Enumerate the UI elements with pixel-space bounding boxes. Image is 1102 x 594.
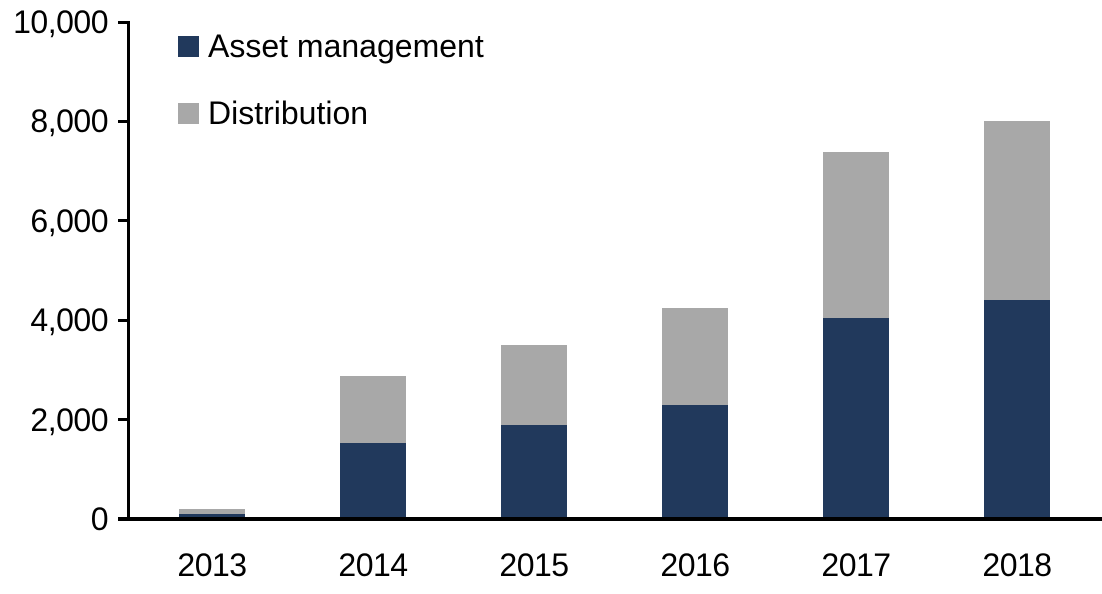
bar-segment-distribution-2015 bbox=[501, 345, 567, 426]
y-tick-label: 0 bbox=[90, 501, 109, 537]
y-tick-label: 2,000 bbox=[30, 401, 108, 438]
x-axis-label-2015: 2015 bbox=[499, 547, 569, 583]
legend-swatch-asset-management bbox=[178, 35, 199, 57]
x-axis-label-2018: 2018 bbox=[982, 547, 1052, 583]
legend-item-asset-management: Asset management bbox=[178, 30, 484, 62]
legend-label-distribution: Distribution bbox=[208, 95, 369, 131]
y-axis-line bbox=[127, 21, 130, 520]
x-axis-line bbox=[118, 517, 1102, 521]
y-tick-mark bbox=[118, 219, 128, 223]
legend-swatch-distribution bbox=[178, 102, 199, 124]
x-axis-label-2014: 2014 bbox=[338, 547, 408, 583]
bar-segment-asset-management-2018 bbox=[984, 300, 1050, 519]
bar-segment-asset-management-2013 bbox=[179, 514, 245, 519]
bar-segment-asset-management-2017 bbox=[823, 318, 889, 519]
bar-segment-distribution-2014 bbox=[340, 376, 406, 443]
x-axis-label-2016: 2016 bbox=[660, 547, 730, 583]
y-tick-label: 6,000 bbox=[30, 202, 108, 239]
y-tick-mark bbox=[118, 418, 128, 422]
bar-segment-distribution-2016 bbox=[662, 308, 728, 406]
y-tick-mark bbox=[118, 318, 128, 322]
y-tick-label: 10,000 bbox=[13, 4, 108, 40]
legend-item-distribution: Distribution bbox=[178, 97, 368, 129]
x-axis-label-2017: 2017 bbox=[821, 547, 891, 583]
y-tick-mark bbox=[118, 119, 128, 123]
bar-segment-distribution-2018 bbox=[984, 120, 1050, 301]
x-axis-label-2013: 2013 bbox=[177, 547, 247, 583]
bar-segment-asset-management-2016 bbox=[662, 405, 728, 519]
y-tick-label: 8,000 bbox=[30, 103, 108, 140]
y-tick-mark bbox=[118, 20, 128, 24]
legend-label-asset-management: Asset management bbox=[208, 28, 484, 64]
bar-segment-asset-management-2014 bbox=[340, 442, 406, 519]
y-tick-label: 4,000 bbox=[30, 302, 108, 339]
bar-segment-distribution-2013 bbox=[179, 509, 245, 515]
bar-segment-asset-management-2015 bbox=[501, 425, 567, 519]
bar-segment-distribution-2017 bbox=[823, 151, 889, 319]
